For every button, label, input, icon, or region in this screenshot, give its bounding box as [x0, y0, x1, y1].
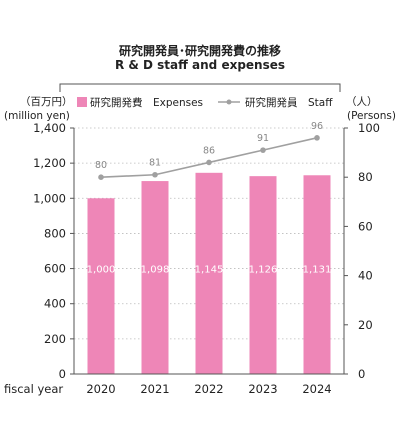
staff-point-2021	[152, 171, 158, 178]
left-tick-label: 400	[44, 297, 66, 311]
left-tick-label: 200	[44, 332, 66, 346]
bar-2022	[195, 172, 223, 374]
bar-value-label: 1,131	[303, 265, 332, 276]
bar-value-label: 1,098	[141, 265, 170, 276]
left-unit-label-en: (million yen)	[4, 110, 70, 122]
chart-subtitle: R & D staff and expenses	[114, 58, 286, 72]
right-tick-label: 20	[358, 318, 373, 332]
right-unit-label: （人）	[346, 96, 378, 108]
bar-value-label: 1,000	[87, 265, 116, 276]
left-tick-label: 1,000	[33, 191, 66, 205]
left-tick-label: 1,400	[33, 121, 66, 135]
x-tick-label: 2020	[86, 382, 115, 396]
staff-value-label: 86	[203, 145, 215, 156]
right-unit-label-en: (Persons)	[347, 110, 396, 122]
staff-polyline	[100, 137, 318, 178]
tick-labels: 0 200 400 600 800 1,000 1,200 1,400 0 20 40 60 80 100…	[33, 121, 380, 396]
staff-value-label: 91	[257, 133, 269, 144]
bar-2023	[249, 176, 277, 374]
left-unit-label: （百万円）	[20, 96, 73, 108]
left-tick-label: 600	[44, 262, 66, 276]
right-tick-label: 80	[358, 170, 373, 184]
chart-title: 研究開発員･研究開発費の推移	[118, 44, 281, 58]
staff-value-label: 96	[311, 121, 323, 132]
legend-staff-marker	[226, 99, 232, 105]
left-tick-label: 0	[59, 367, 66, 381]
bars: 1,000 1,098 1,145 1,126 1,131	[87, 172, 332, 374]
right-tick-label: 100	[358, 121, 380, 135]
title-bracket	[59, 83, 341, 92]
right-tick-label: 40	[358, 269, 373, 283]
bar-2024	[303, 175, 331, 374]
bar-value-label: 1,145	[195, 265, 224, 276]
left-tick-label: 1,200	[33, 156, 66, 170]
staff-point-2020	[98, 174, 104, 180]
x-tick-label: 2021	[140, 382, 169, 396]
bar-value-label: 1,126	[249, 265, 278, 276]
gridlines	[74, 127, 344, 340]
bar-2021	[141, 181, 169, 374]
x-tick-label: 2022	[194, 382, 223, 396]
right-tick-label: 0	[358, 367, 365, 381]
axes	[70, 127, 348, 375]
staff-line: 80 81 86 91 96	[95, 121, 323, 180]
x-tick-label: 2023	[248, 382, 277, 396]
right-tick-label: 60	[358, 219, 373, 233]
left-tick-label: 800	[44, 226, 66, 240]
x-tick-label: 2024	[302, 382, 331, 396]
legend-expenses-label: 研究開発費 Expenses	[90, 96, 203, 109]
staff-point-2022	[206, 159, 212, 166]
staff-point-2024	[314, 135, 320, 141]
legend-expenses-swatch	[77, 97, 87, 107]
staff-point-2023	[260, 147, 266, 153]
legend-staff-label: 研究開発員 Staff	[245, 96, 333, 109]
x-axis-label: fiscal year	[4, 382, 63, 396]
staff-value-label: 80	[95, 160, 107, 171]
bar-2020	[87, 198, 115, 374]
staff-value-label: 81	[149, 158, 161, 169]
